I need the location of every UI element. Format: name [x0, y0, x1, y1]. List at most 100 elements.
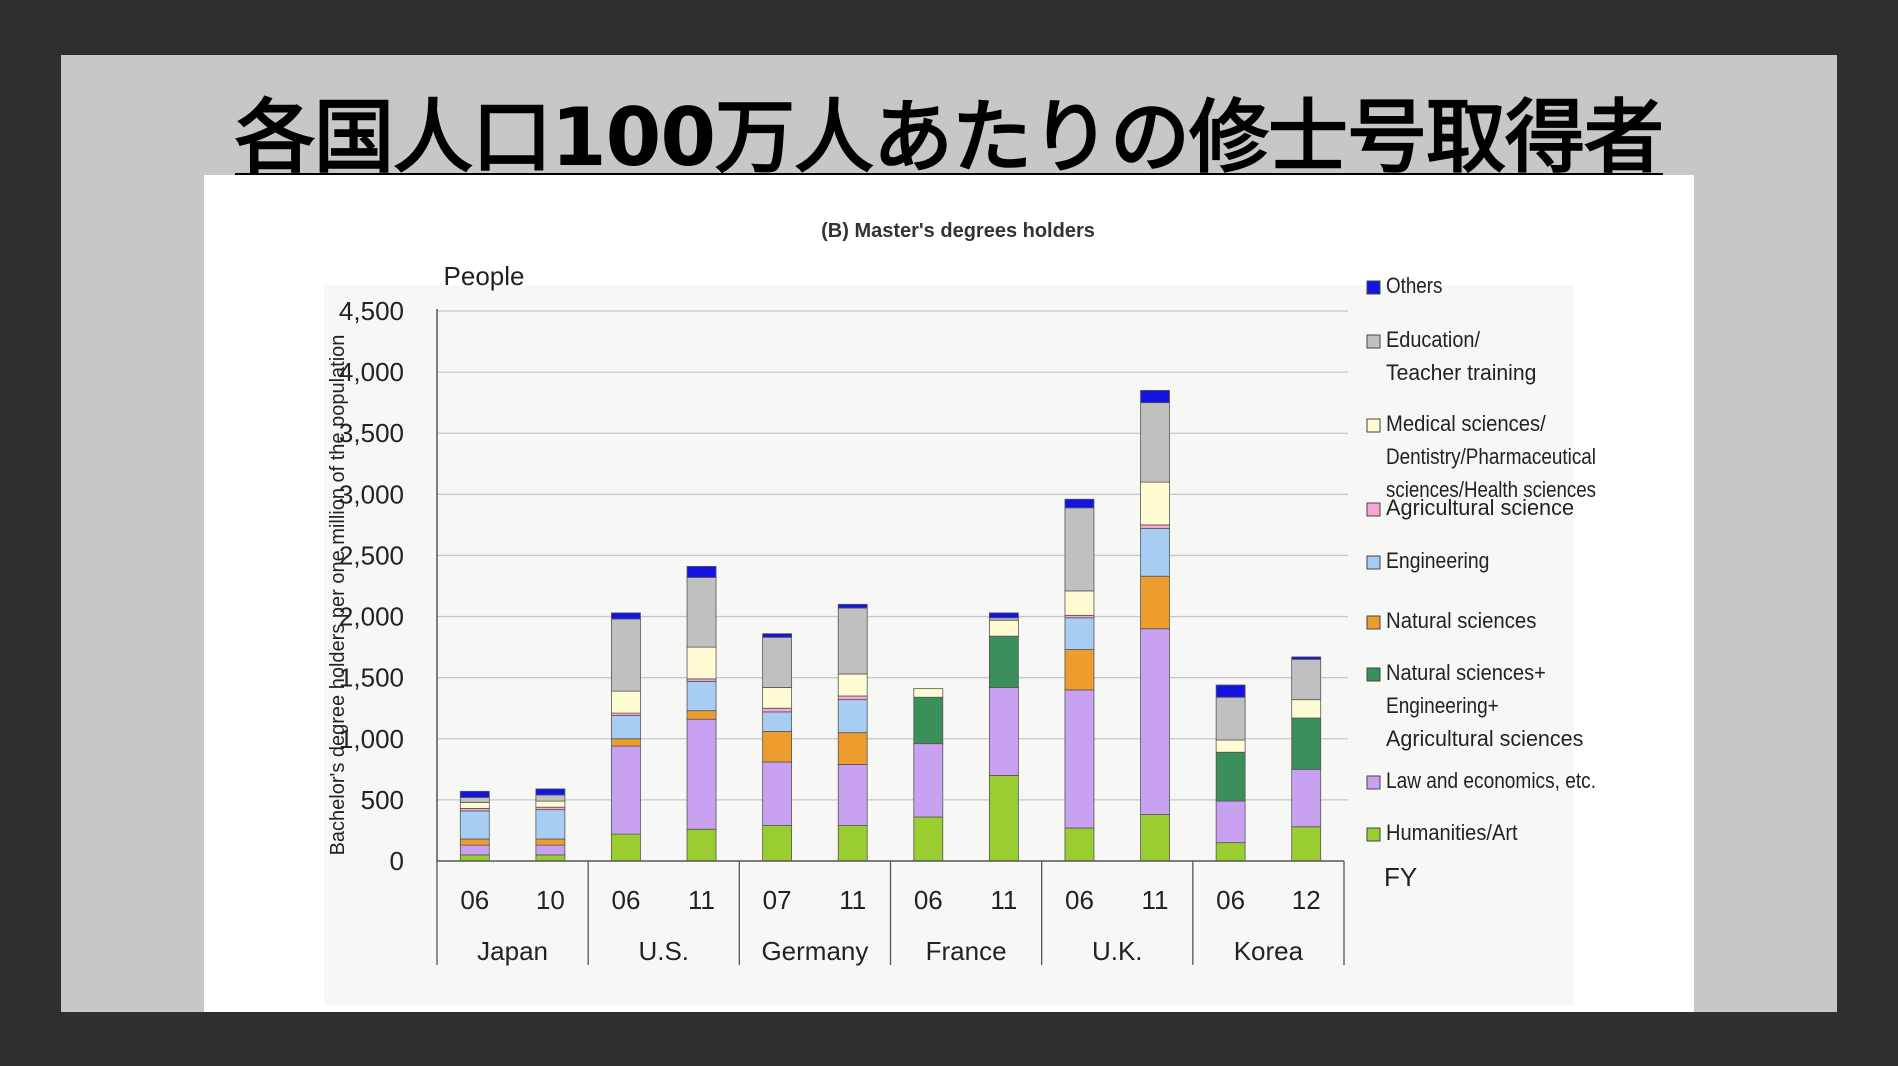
y-tick-label: 1,500	[339, 663, 404, 693]
legend-label: Dentistry/Pharmaceutical	[1386, 444, 1596, 469]
slide-title: 各国人口100万人あたりの修士号取得者	[235, 91, 1664, 184]
bar-segment	[1064, 498, 1095, 509]
axes	[436, 309, 1345, 965]
bar-segment	[1140, 528, 1170, 577]
bar-segment	[837, 764, 868, 826]
bar-segment	[1140, 524, 1170, 529]
bar-segment	[1140, 481, 1170, 526]
bar-segment	[988, 635, 1019, 688]
bar-segment	[459, 810, 490, 840]
bar-segment	[1064, 590, 1095, 616]
x-tick-label: 06	[914, 885, 943, 915]
x-tick-label: 06	[1065, 885, 1094, 915]
y-unit-label: People	[444, 261, 525, 291]
bar-segment	[611, 690, 641, 714]
legend-label: Natural sciences	[1386, 608, 1536, 633]
bar-segment	[686, 718, 717, 830]
bar-segment	[1140, 814, 1170, 862]
bar-segment	[686, 828, 717, 862]
bar-segment	[535, 838, 566, 846]
x-tick-label: 11	[688, 885, 715, 915]
bar-segment	[837, 673, 868, 697]
legend-swatch	[1366, 334, 1381, 349]
x-tick-label: 06	[1216, 885, 1245, 915]
group-label: Germany	[761, 936, 868, 966]
bar-segment	[1291, 656, 1322, 660]
bar-segment	[611, 738, 641, 747]
bar-segment	[535, 788, 566, 796]
bar-segment	[1140, 402, 1170, 483]
bar-segment	[762, 707, 793, 713]
y-tick-label: 2,000	[339, 602, 404, 632]
legend-label: Teacher training	[1386, 360, 1536, 385]
legend-label: sciences/Health sciences	[1386, 477, 1596, 502]
bar-segment	[459, 790, 490, 798]
legend-label: Medical sciences/	[1386, 411, 1547, 436]
group-label: France	[926, 936, 1007, 966]
bar-segment	[913, 743, 944, 818]
x-tick-label: 06	[611, 885, 640, 915]
y-tick-label: 4,500	[339, 296, 404, 326]
bar-segment	[535, 809, 566, 840]
bar-segment	[1215, 842, 1246, 862]
chart-plot-background	[324, 285, 1574, 1005]
bar-segment	[837, 732, 868, 765]
legend-label: Humanities/Art	[1386, 820, 1518, 845]
x-tick-label: 07	[763, 885, 792, 915]
slide: 各国人口100万人あたりの修士号取得者 (B) Master's degrees…	[61, 55, 1837, 1012]
x-tick-label: 10	[536, 885, 565, 915]
bar-segment	[1140, 628, 1170, 815]
y-tick-label: 500	[361, 785, 404, 815]
bar-segment	[988, 687, 1019, 776]
bar-segment	[1291, 717, 1322, 770]
legend: Others Education/Teacher training Medical …	[1366, 273, 1596, 845]
legend-label: Others	[1386, 273, 1442, 298]
y-axis-title: Bachelor's degree holders per one millio…	[327, 335, 349, 856]
chart-card: (B) Master's degrees holders People Bach…	[204, 175, 1694, 1012]
x-tick-label: 12	[1292, 885, 1321, 915]
bar-segment	[1140, 575, 1170, 630]
bar-segment	[1291, 699, 1322, 719]
x-tick-label: 06	[460, 885, 489, 915]
legend-swatch	[1366, 667, 1381, 682]
bar-segment	[837, 825, 868, 862]
gridlines	[437, 310, 1348, 801]
group-label: Japan	[477, 936, 548, 966]
y-tick-label: 2,500	[339, 540, 404, 570]
x-tick-label: 11	[1142, 885, 1169, 915]
bar-segment	[535, 854, 566, 862]
x-axis-title: FY	[1384, 862, 1417, 892]
bar-segment	[1215, 684, 1246, 698]
bar-segment	[762, 633, 793, 638]
legend-swatch	[1366, 775, 1381, 790]
x-axis-labels: 06 10 Japan 06 11 U.S. 07 11 Germany 06 11 France 06…	[460, 885, 1320, 966]
bar-segment	[686, 566, 717, 578]
bar-segment	[1291, 658, 1322, 701]
bar-segment	[535, 800, 566, 808]
legend-swatch	[1366, 418, 1381, 433]
bar-segment	[535, 844, 566, 856]
y-tick-label: 0	[390, 846, 404, 876]
bar-segment	[686, 680, 717, 712]
bar-segment	[1291, 768, 1322, 828]
legend-label: Agricultural sciences	[1386, 726, 1583, 751]
bar-segment	[1215, 739, 1246, 753]
group-label: Korea	[1234, 936, 1304, 966]
bar-segment	[1064, 689, 1095, 829]
bar-segment	[1215, 800, 1246, 844]
y-tick-label: 1,000	[339, 724, 404, 754]
bar-segment	[837, 607, 868, 675]
bar-segment	[611, 618, 641, 692]
x-tick-label: 11	[839, 885, 866, 915]
legend-label: Engineering+	[1386, 693, 1499, 718]
legend-label: Engineering	[1386, 548, 1489, 573]
bar-segment	[837, 699, 868, 734]
bar-segment	[762, 687, 793, 709]
bar-segment	[1064, 827, 1095, 862]
bar-segment	[1140, 390, 1170, 404]
group-label: U.K.	[1092, 936, 1143, 966]
bar-segment	[611, 715, 641, 740]
legend-swatch	[1366, 280, 1381, 295]
bar-segment	[459, 838, 490, 846]
bar-segment	[686, 646, 717, 680]
